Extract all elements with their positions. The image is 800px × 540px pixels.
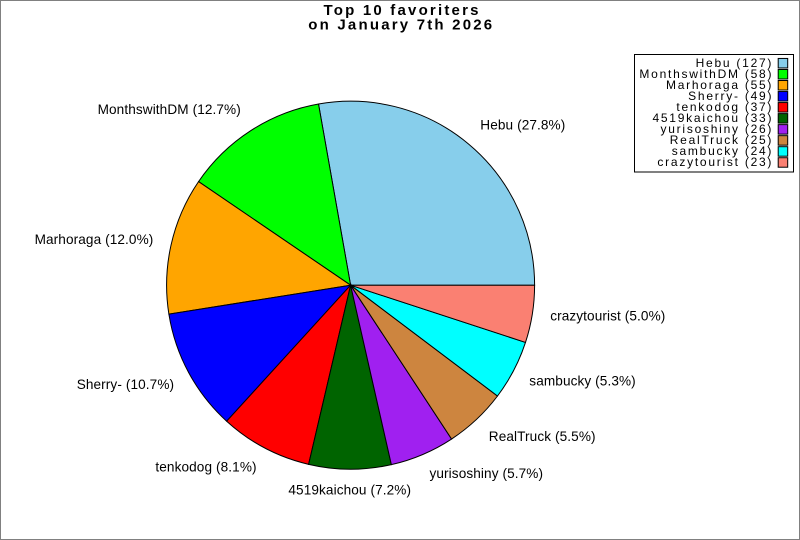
svg-text:yurisoshiny (5.7%): yurisoshiny (5.7%) [430,466,544,481]
svg-text:Hebu (127): Hebu (127) [696,56,774,70]
svg-text:MonthswithDM (58): MonthswithDM (58) [639,67,773,81]
svg-text:crazytourist (5.0%): crazytourist (5.0%) [550,309,665,324]
svg-text:sambucky (24): sambucky (24) [672,144,773,158]
svg-text:Sherry- (49): Sherry- (49) [688,89,773,103]
svg-text:4519kaichou (7.2%): 4519kaichou (7.2%) [288,483,411,498]
svg-text:Marhoraga (55): Marhoraga (55) [666,78,773,92]
svg-text:sambucky (5.3%): sambucky (5.3%) [529,373,636,388]
svg-text:MonthswithDM (12.7%): MonthswithDM (12.7%) [98,102,241,117]
svg-text:RealTruck (5.5%): RealTruck (5.5%) [489,429,596,444]
svg-text:yurisoshiny (26): yurisoshiny (26) [660,122,773,136]
svg-text:RealTruck (25): RealTruck (25) [670,133,773,147]
svg-text:Top 10 favoriters: Top 10 favoriters [324,2,481,19]
svg-text:Marhoraga (12.0%): Marhoraga (12.0%) [35,232,154,247]
svg-text:Hebu (27.8%): Hebu (27.8%) [480,118,565,133]
svg-text:crazytourist (23): crazytourist (23) [657,155,773,169]
svg-text:tenkodog (8.1%): tenkodog (8.1%) [155,460,256,475]
svg-text:on January 7th 2026: on January 7th 2026 [308,16,494,33]
svg-text:4519kaichou (33): 4519kaichou (33) [652,111,773,125]
svg-text:Sherry- (10.7%): Sherry- (10.7%) [77,377,174,392]
svg-text:tenkodog (37): tenkodog (37) [676,100,773,114]
